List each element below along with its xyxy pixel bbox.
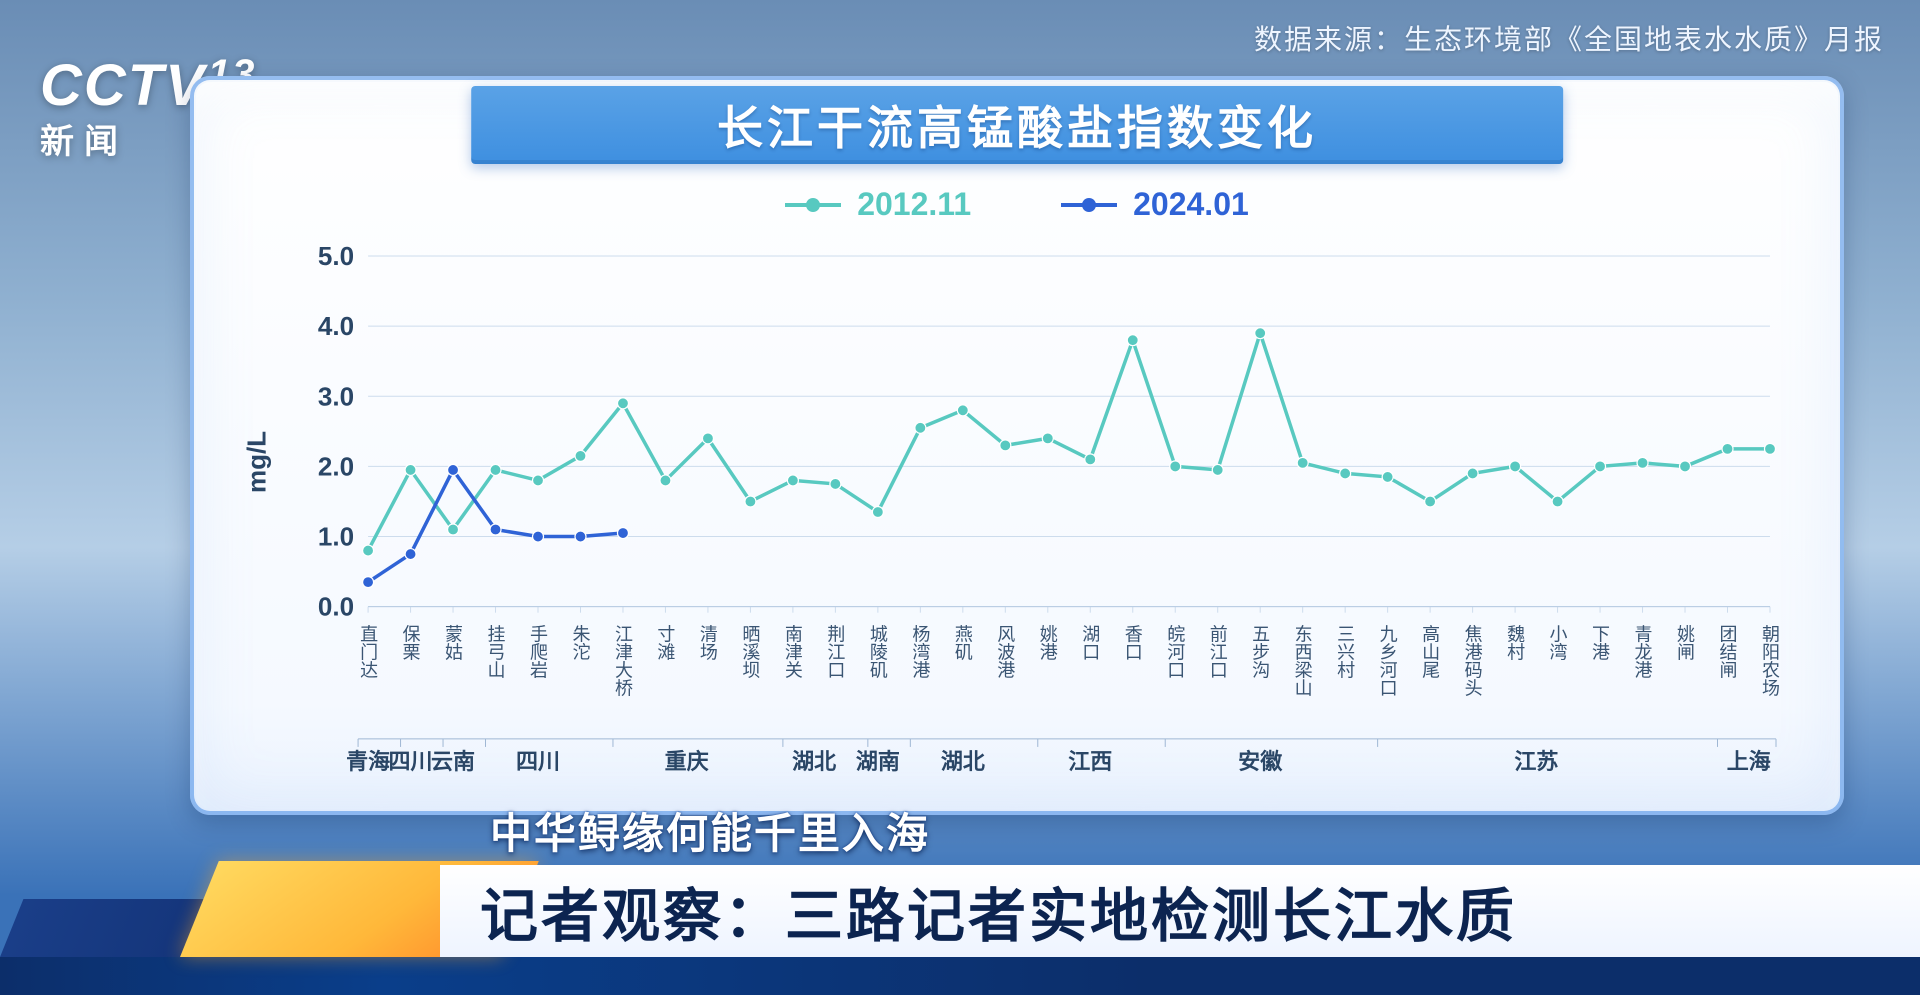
data-source-line: 数据来源：生态环境部《全国地表水水质》月报 [1254, 18, 1884, 58]
svg-text:荆江口: 荆江口 [825, 625, 845, 679]
svg-text:杨湾港: 杨湾港 [910, 625, 930, 679]
chart-legend: 2012.11 2024.01 [190, 186, 1844, 223]
svg-text:寸滩: 寸滩 [655, 625, 675, 661]
svg-text:江西: 江西 [1068, 749, 1112, 774]
svg-text:高山尾: 高山尾 [1420, 625, 1440, 679]
lower-third: 中华鲟缘何能千里入海 记者观察：三路记者实地检测长江水质 [0, 805, 1920, 995]
svg-text:四川: 四川 [516, 749, 560, 774]
svg-text:5.0: 5.0 [318, 246, 354, 271]
svg-text:东西梁山: 东西梁山 [1293, 625, 1313, 697]
svg-text:皖河口: 皖河口 [1165, 625, 1185, 679]
legend-label: 2024.01 [1133, 186, 1249, 223]
svg-text:南津关: 南津关 [783, 625, 803, 679]
svg-text:朱沱: 朱沱 [570, 625, 590, 661]
legend-swatch [1061, 203, 1117, 207]
y-axis-label: mg/L [242, 431, 273, 493]
svg-text:风波港: 风波港 [995, 625, 1015, 679]
lower-third-stripe [0, 957, 1920, 995]
svg-text:手爬岩: 手爬岩 [528, 625, 548, 679]
svg-text:焦港码头: 焦港码头 [1463, 625, 1483, 697]
svg-text:清场: 清场 [698, 625, 718, 661]
svg-text:四川: 四川 [389, 749, 433, 774]
svg-text:挂弓山: 挂弓山 [486, 625, 506, 679]
svg-text:江津大桥: 江津大桥 [613, 625, 633, 697]
chart-title: 长江干流高锰酸盐指数变化 [717, 92, 1317, 158]
svg-text:三兴村: 三兴村 [1335, 625, 1355, 679]
svg-text:湖南: 湖南 [856, 749, 900, 774]
svg-text:1.0: 1.0 [318, 522, 354, 552]
lower-third-main-bar: 记者观察：三路记者实地检测长江水质 [440, 865, 1920, 957]
svg-text:江苏: 江苏 [1514, 749, 1558, 774]
svg-text:晒溪坝: 晒溪坝 [740, 625, 760, 679]
svg-text:朝阳农场: 朝阳农场 [1760, 625, 1780, 697]
legend-swatch [785, 203, 841, 207]
svg-text:4.0: 4.0 [318, 311, 354, 341]
svg-text:五步沟: 五步沟 [1250, 625, 1270, 680]
svg-text:蒙姑: 蒙姑 [443, 625, 463, 661]
svg-text:城陵矶: 城陵矶 [868, 625, 888, 679]
svg-text:3.0: 3.0 [318, 381, 354, 411]
svg-text:湖北: 湖北 [792, 749, 836, 774]
svg-text:魏村: 魏村 [1505, 625, 1525, 661]
chart-plot-area: mg/L 0.01.02.03.04.05.0直门达保栗蒙姑挂弓山手爬岩朱沱江津… [308, 246, 1780, 787]
svg-text:安徽: 安徽 [1238, 749, 1283, 774]
svg-text:燕矶: 燕矶 [953, 625, 973, 661]
line-chart-svg: 0.0 1.0 2.0 3.0 4.0 5.0 直门达 保栗蒙姑 挂弓山 手爬岩 朱沱 江津大桥 寸滩清… [308, 246, 1780, 787]
lower-third-main-line: 记者观察：三路记者实地检测长江水质 [480, 869, 1517, 953]
svg-text:保栗: 保栗 [401, 625, 421, 661]
lower-third-top-line: 中华鲟缘何能千里入海 [480, 796, 940, 865]
svg-text:直门达: 直门达 [358, 625, 378, 679]
svg-text:九乡河口: 九乡河口 [1378, 625, 1398, 697]
svg-text:2.0: 2.0 [318, 451, 354, 481]
legend-item: 2012.11 [785, 186, 971, 223]
svg-text:湖北: 湖北 [941, 749, 985, 774]
svg-text:重庆: 重庆 [665, 749, 709, 774]
svg-text:团结闸: 团结闸 [1718, 625, 1738, 679]
chart-title-bar: 长江干流高锰酸盐指数变化 [471, 86, 1563, 164]
svg-text:青龙港: 青龙港 [1633, 625, 1653, 679]
legend-item: 2024.01 [1061, 186, 1249, 223]
legend-label: 2012.11 [857, 186, 971, 223]
svg-text:云南: 云南 [431, 749, 475, 774]
svg-text:0.0: 0.0 [318, 592, 354, 622]
svg-text:姚闸: 姚闸 [1675, 625, 1695, 661]
svg-text:下港: 下港 [1590, 625, 1610, 661]
svg-text:前江口: 前江口 [1208, 625, 1228, 679]
svg-text:青海: 青海 [346, 749, 390, 774]
svg-text:上海: 上海 [1727, 749, 1771, 774]
svg-text:小湾: 小湾 [1548, 625, 1568, 662]
svg-text:姚港: 姚港 [1038, 625, 1058, 661]
chart-panel: 长江干流高锰酸盐指数变化 2012.11 2024.01 mg/L 0.0 1.0 2… [190, 76, 1844, 815]
svg-text:湖口: 湖口 [1080, 625, 1100, 661]
svg-text:香口: 香口 [1123, 625, 1143, 661]
